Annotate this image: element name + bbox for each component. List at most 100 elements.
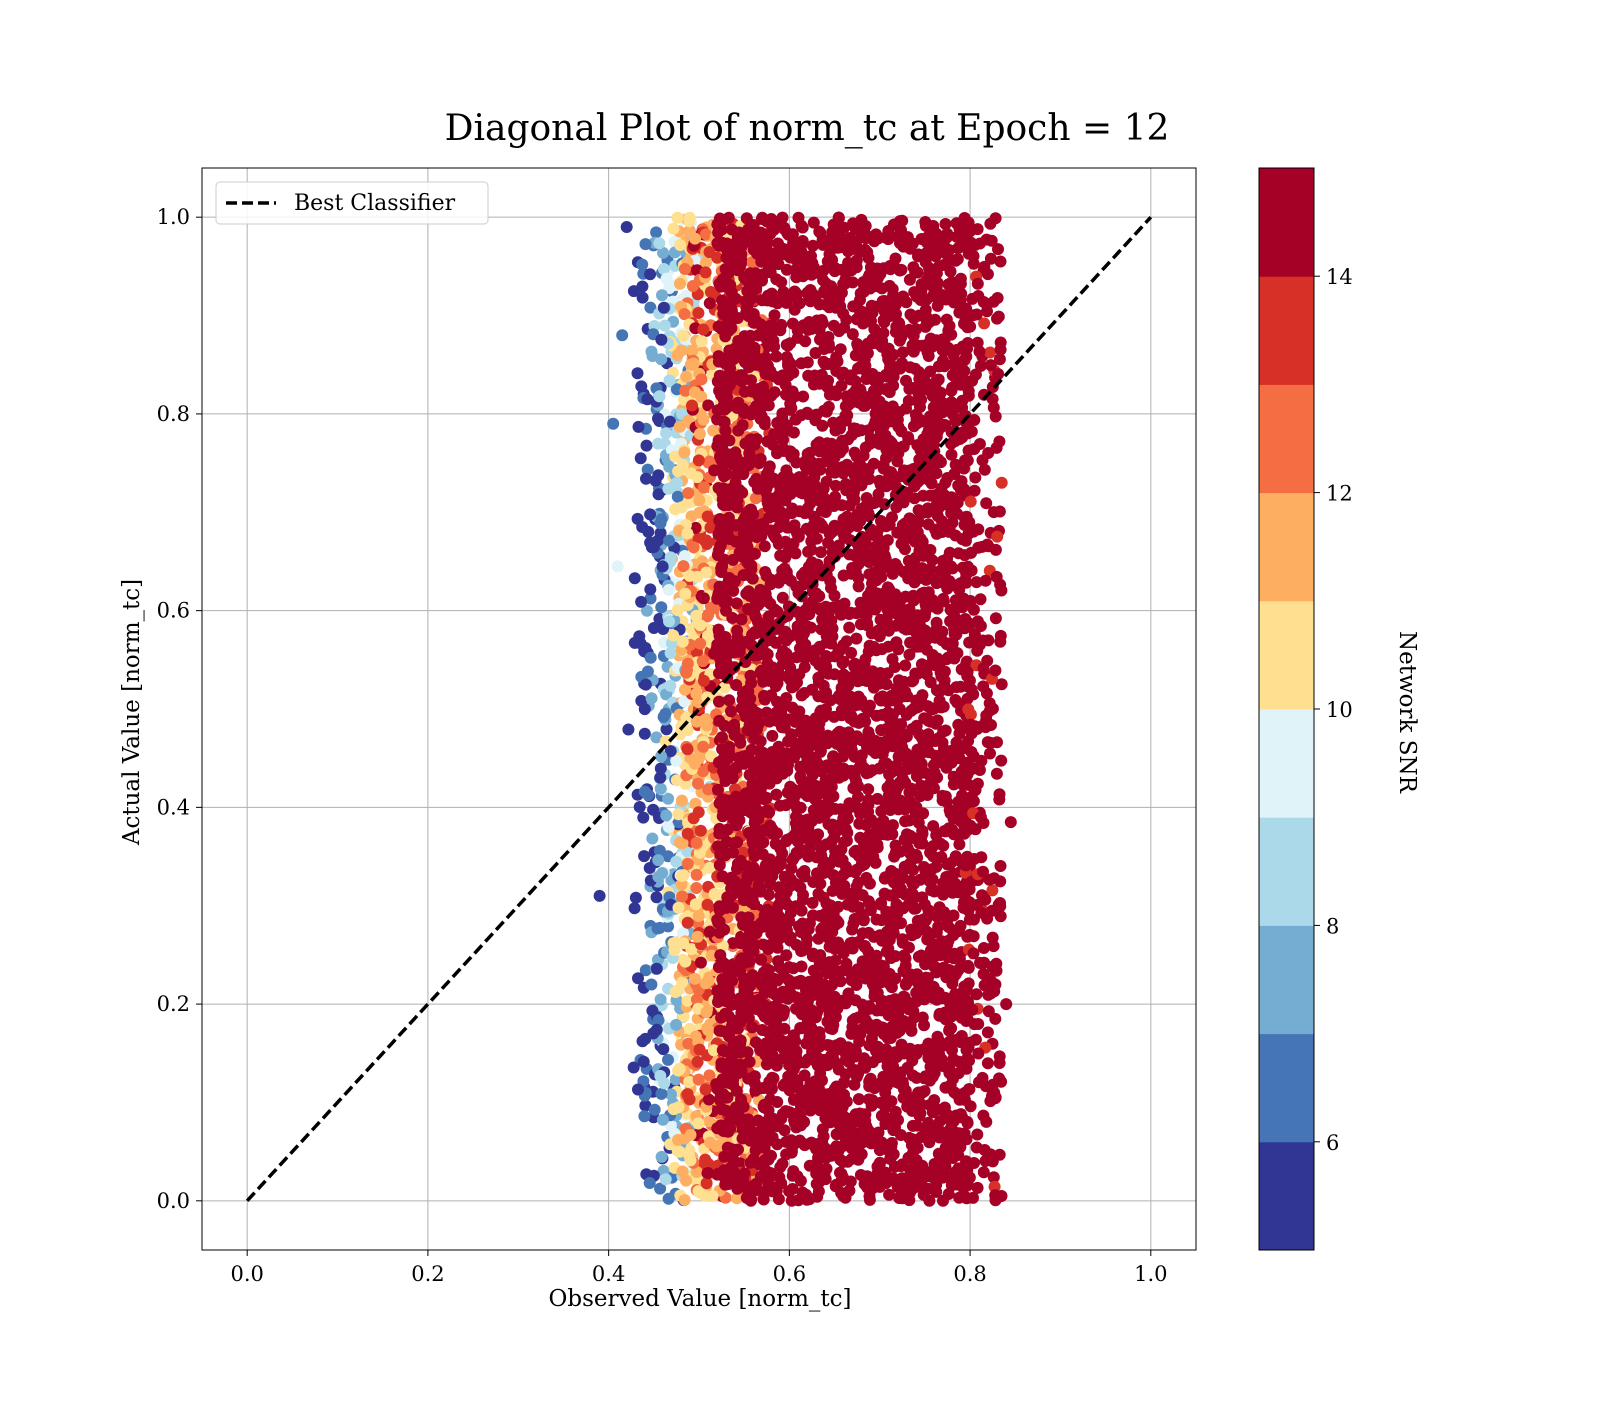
scatter-point-1771	[702, 1024, 714, 1036]
scatter-point-1455	[689, 233, 701, 245]
scatter-point-602	[644, 508, 656, 520]
scatter-point-1578	[692, 931, 704, 943]
scatter-point-245	[630, 892, 642, 904]
scatter-point-1133	[676, 501, 688, 513]
scatter-point-4208	[713, 544, 725, 556]
scatter-point-4713	[746, 386, 758, 398]
scatter-point-2019	[759, 540, 771, 552]
scatter-point-4876	[953, 584, 965, 596]
scatter-point-4603	[923, 350, 935, 362]
scatter-point-4774	[800, 1038, 812, 1050]
scatter-point-4911	[813, 759, 825, 771]
scatter-point-1688	[699, 1154, 711, 1166]
scatter-point-1427	[702, 899, 714, 911]
scatter-point-2848	[718, 470, 730, 482]
scatter-point-4650	[742, 869, 754, 881]
scatter-point-654	[633, 421, 645, 433]
scatter-point-3285	[951, 344, 963, 356]
scatter-point-4684	[841, 459, 853, 471]
scatter-point-500	[642, 526, 654, 538]
scatter-point-3035	[864, 700, 876, 712]
scatter-point-411	[639, 786, 651, 798]
scatter-point-189	[629, 572, 641, 584]
scatter-point-676	[651, 963, 663, 975]
scatter-point-1380	[686, 400, 698, 412]
scatter-point-4974	[850, 423, 862, 435]
scatter-point-588	[647, 350, 659, 362]
scatter-point-1283	[672, 984, 684, 996]
scatter-point-2919	[935, 565, 947, 577]
scatter-point-295	[638, 1110, 650, 1122]
scatter-point-1230	[677, 459, 689, 471]
scatter-point-1579	[682, 743, 694, 755]
scatter-point-3402	[878, 316, 890, 328]
scatter-point-666	[647, 804, 659, 816]
scatter-point-3575	[745, 560, 757, 572]
scatter-point-554	[663, 535, 675, 547]
scatter-point-4565	[842, 257, 854, 269]
scatter-point-4926	[732, 256, 744, 268]
scatter-point-1652	[689, 973, 701, 985]
scatter-point-634	[652, 854, 664, 866]
scatter-point-410	[653, 237, 665, 249]
scatter-point-4596	[773, 538, 785, 550]
scatter-point-4503	[806, 684, 818, 696]
scatter-point-4531	[890, 1106, 902, 1118]
scatter-point-4540	[905, 309, 917, 321]
scatter-point-561	[652, 413, 664, 425]
scatter-point-4614	[857, 889, 869, 901]
scatter-point-638	[632, 972, 644, 984]
scatter-point-530	[645, 652, 657, 664]
scatter-point-4392	[910, 323, 922, 335]
scatter-point-678	[639, 1033, 651, 1045]
scatter-point-647	[655, 517, 667, 529]
scatter-point-167	[656, 289, 668, 301]
scatter-point-3544	[732, 425, 744, 437]
scatter-point-4907	[719, 240, 731, 252]
scatter-point-4486	[790, 581, 802, 593]
scatter-point-592	[659, 320, 671, 332]
scatter-point-4714	[887, 653, 899, 665]
scatter-point-610	[644, 1177, 656, 1189]
scatter-point-1756	[695, 825, 707, 837]
scatter-point-1797	[672, 1065, 684, 1077]
scatter-point-670	[663, 584, 675, 596]
scatter-point-4933	[754, 882, 766, 894]
scatter-point-655	[638, 1056, 650, 1068]
scatter-point-2967	[774, 800, 786, 812]
scatter-point-3738	[816, 420, 828, 432]
scatter-point-380	[663, 821, 675, 833]
scatter-point-915	[676, 890, 688, 902]
scatter-point-3155	[786, 1145, 798, 1157]
scatter-point-4323	[736, 791, 748, 803]
scatter-point-1746	[691, 869, 703, 881]
scatter-point-4562	[895, 264, 907, 276]
scatter-point-333	[628, 1062, 640, 1074]
scatter-point-1705	[688, 541, 700, 553]
scatter-point-677	[661, 273, 673, 285]
scatter-point-1765	[677, 636, 689, 648]
scatter-point-1679	[678, 446, 690, 458]
scatter-point-1288	[677, 330, 689, 342]
scatter-point-1634	[676, 345, 688, 357]
scatter-point-1703	[679, 588, 691, 600]
scatter-point-3801	[928, 1094, 940, 1106]
scatter-point-4122	[941, 583, 953, 595]
scatter-point-1444	[690, 882, 702, 894]
scatter-point-1626	[700, 977, 712, 989]
scatter-point-3786	[793, 212, 805, 224]
scatter-point-4910	[920, 220, 932, 232]
scatter-point-4931	[852, 791, 864, 803]
scatter-point-1706	[700, 567, 712, 579]
scatter-point-1480	[688, 812, 700, 824]
scatter-point-4199	[927, 1106, 939, 1118]
scatter-point-485	[655, 994, 667, 1006]
scatter-point-762	[679, 684, 691, 696]
scatter-point-624	[655, 601, 667, 613]
scatter-point-1718	[674, 1146, 686, 1158]
scatter-point-1463	[692, 778, 704, 790]
scatter-point-549	[646, 541, 658, 553]
scatter-point-698	[652, 871, 664, 883]
scatter-point-1093	[674, 278, 686, 290]
